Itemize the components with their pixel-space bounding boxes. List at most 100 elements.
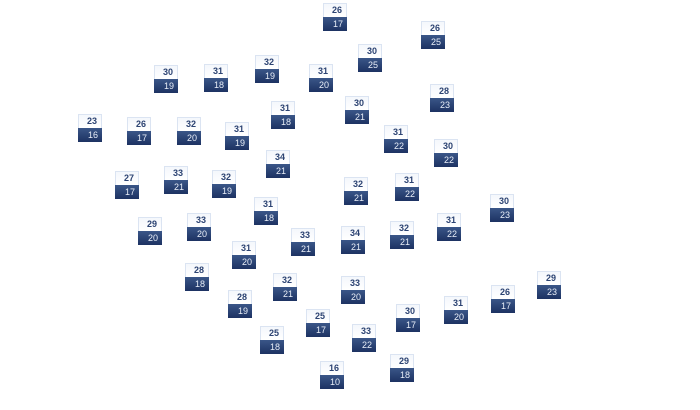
low-temp: 21 — [164, 180, 188, 194]
station-marker[interactable]: 31 22 — [395, 173, 419, 201]
high-temp: 26 — [127, 117, 151, 131]
high-temp: 33 — [352, 324, 376, 338]
station-marker[interactable]: 26 17 — [323, 3, 347, 31]
low-temp: 23 — [537, 285, 561, 299]
low-temp: 21 — [291, 242, 315, 256]
low-temp: 22 — [352, 338, 376, 352]
station-marker[interactable]: 30 19 — [154, 65, 178, 93]
low-temp: 17 — [491, 299, 515, 313]
high-temp: 30 — [490, 194, 514, 208]
low-temp: 19 — [212, 184, 236, 198]
high-temp: 28 — [430, 84, 454, 98]
station-marker[interactable]: 25 17 — [306, 309, 330, 337]
station-marker[interactable]: 30 22 — [434, 139, 458, 167]
high-temp: 32 — [255, 55, 279, 69]
station-marker[interactable]: 30 23 — [490, 194, 514, 222]
high-temp: 23 — [78, 114, 102, 128]
station-marker[interactable]: 32 21 — [344, 177, 368, 205]
station-marker[interactable]: 26 17 — [127, 117, 151, 145]
station-marker[interactable]: 33 20 — [341, 276, 365, 304]
low-temp: 17 — [306, 323, 330, 337]
station-marker[interactable]: 26 25 — [421, 21, 445, 49]
low-temp: 21 — [273, 287, 297, 301]
low-temp: 20 — [177, 131, 201, 145]
low-temp: 18 — [271, 115, 295, 129]
high-temp: 30 — [345, 96, 369, 110]
high-temp: 33 — [164, 166, 188, 180]
high-temp: 26 — [323, 3, 347, 17]
station-marker[interactable]: 31 20 — [309, 64, 333, 92]
high-temp: 31 — [225, 122, 249, 136]
low-temp: 22 — [384, 139, 408, 153]
low-temp: 19 — [225, 136, 249, 150]
station-marker[interactable]: 32 20 — [177, 117, 201, 145]
low-temp: 17 — [127, 131, 151, 145]
low-temp: 21 — [345, 110, 369, 124]
high-temp: 32 — [390, 221, 414, 235]
low-temp: 17 — [115, 185, 139, 199]
high-temp: 31 — [437, 213, 461, 227]
station-marker[interactable]: 31 18 — [254, 197, 278, 225]
high-temp: 31 — [232, 241, 256, 255]
station-marker[interactable]: 28 23 — [430, 84, 454, 112]
low-temp: 20 — [187, 227, 211, 241]
station-marker[interactable]: 33 21 — [291, 228, 315, 256]
low-temp: 22 — [434, 153, 458, 167]
high-temp: 31 — [395, 173, 419, 187]
high-temp: 30 — [358, 44, 382, 58]
high-temp: 26 — [421, 21, 445, 35]
station-marker[interactable]: 30 21 — [345, 96, 369, 124]
low-temp: 18 — [204, 78, 228, 92]
station-marker[interactable]: 31 18 — [271, 101, 295, 129]
low-temp: 16 — [78, 128, 102, 142]
station-marker[interactable]: 33 21 — [164, 166, 188, 194]
high-temp: 29 — [390, 354, 414, 368]
station-marker[interactable]: 29 20 — [138, 217, 162, 245]
station-marker[interactable]: 32 19 — [255, 55, 279, 83]
high-temp: 26 — [491, 285, 515, 299]
low-temp: 17 — [396, 318, 420, 332]
station-marker[interactable]: 29 23 — [537, 271, 561, 299]
low-temp: 22 — [395, 187, 419, 201]
low-temp: 20 — [444, 310, 468, 324]
station-marker[interactable]: 27 17 — [115, 171, 139, 199]
station-marker[interactable]: 34 21 — [266, 150, 290, 178]
station-marker[interactable]: 31 22 — [384, 125, 408, 153]
low-temp: 21 — [344, 191, 368, 205]
high-temp: 30 — [396, 304, 420, 318]
station-marker[interactable]: 16 10 — [320, 361, 344, 389]
station-marker[interactable]: 23 16 — [78, 114, 102, 142]
low-temp: 20 — [341, 290, 365, 304]
station-marker[interactable]: 34 21 — [341, 226, 365, 254]
station-marker[interactable]: 26 17 — [491, 285, 515, 313]
high-temp: 34 — [341, 226, 365, 240]
high-temp: 28 — [185, 263, 209, 277]
station-marker[interactable]: 31 20 — [232, 241, 256, 269]
station-marker[interactable]: 32 19 — [212, 170, 236, 198]
low-temp: 19 — [154, 79, 178, 93]
station-marker[interactable]: 33 20 — [187, 213, 211, 241]
low-temp: 17 — [323, 17, 347, 31]
low-temp: 18 — [260, 340, 284, 354]
low-temp: 22 — [437, 227, 461, 241]
station-marker[interactable]: 31 22 — [437, 213, 461, 241]
station-marker[interactable]: 28 19 — [228, 290, 252, 318]
low-temp: 21 — [266, 164, 290, 178]
station-marker[interactable]: 25 18 — [260, 326, 284, 354]
station-marker[interactable]: 30 17 — [396, 304, 420, 332]
high-temp: 34 — [266, 150, 290, 164]
high-temp: 31 — [271, 101, 295, 115]
station-marker[interactable]: 31 19 — [225, 122, 249, 150]
low-temp: 20 — [309, 78, 333, 92]
high-temp: 31 — [309, 64, 333, 78]
station-marker[interactable]: 28 18 — [185, 263, 209, 291]
station-marker[interactable]: 32 21 — [273, 273, 297, 301]
high-temp: 31 — [444, 296, 468, 310]
high-temp: 30 — [154, 65, 178, 79]
station-marker[interactable]: 32 21 — [390, 221, 414, 249]
station-marker[interactable]: 29 18 — [390, 354, 414, 382]
station-marker[interactable]: 33 22 — [352, 324, 376, 352]
station-marker[interactable]: 31 18 — [204, 64, 228, 92]
station-marker[interactable]: 30 25 — [358, 44, 382, 72]
station-marker[interactable]: 31 20 — [444, 296, 468, 324]
